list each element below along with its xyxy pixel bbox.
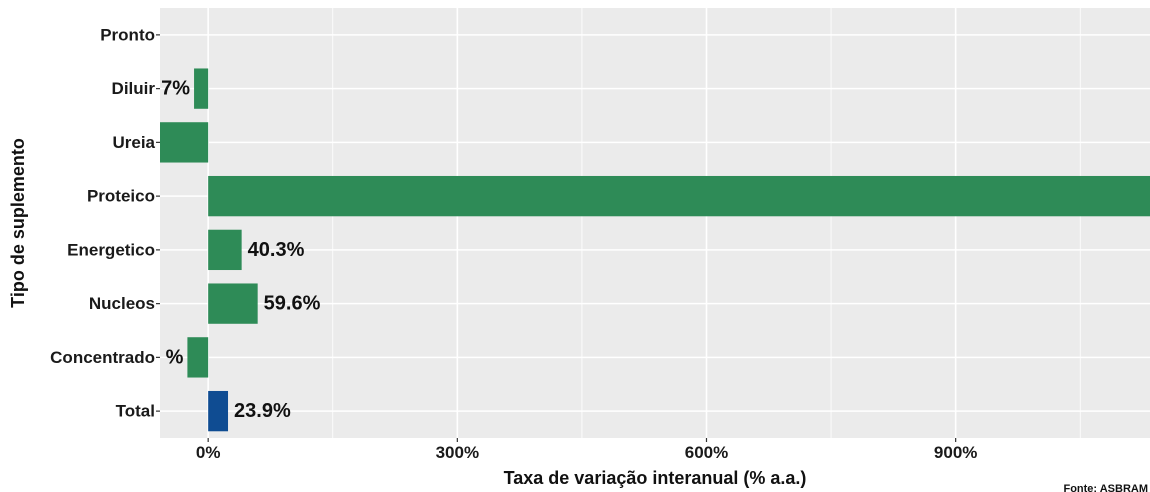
x-tick-label: 600% bbox=[685, 443, 728, 462]
data-label-concentrado: % bbox=[166, 346, 184, 368]
y-tick-label-proteico: Proteico bbox=[87, 187, 155, 206]
bars bbox=[160, 68, 1150, 432]
x-tick-label: 300% bbox=[436, 443, 479, 462]
y-tick-label-pronto: Pronto bbox=[100, 25, 155, 44]
y-tick-label-ureia: Ureia bbox=[112, 133, 155, 152]
bar-ureia bbox=[160, 122, 209, 163]
y-tick-label-concentrado: Concentrado bbox=[50, 348, 155, 367]
data-label-total: 23.9% bbox=[234, 400, 291, 422]
x-axis-title: Taxa de variação interanual (% a.a.) bbox=[504, 468, 807, 488]
bar-total bbox=[208, 390, 229, 432]
x-tick-label: 900% bbox=[934, 443, 977, 462]
bar-nucleos bbox=[208, 283, 258, 324]
y-tick-label-diluir: Diluir bbox=[112, 79, 156, 98]
data-label-energetico: 40.3% bbox=[248, 239, 305, 261]
y-axis-title: Tipo de suplemento bbox=[8, 138, 28, 308]
x-axis-ticks: 0% 300% 600% 900% bbox=[196, 438, 977, 462]
plot-panel bbox=[160, 8, 1150, 438]
bar-proteico bbox=[208, 175, 1150, 217]
data-labels: 7% 40.3% 59.6%% 23.9% bbox=[161, 78, 320, 423]
bar-diluir bbox=[194, 68, 209, 109]
y-tick-label-nucleos: Nucleos bbox=[89, 294, 155, 313]
y-axis-categories: Pronto Diluir Ureia Proteico Energetico Nucle… bbox=[50, 25, 160, 421]
x-tick-label: 0% bbox=[196, 443, 221, 462]
data-label-nucleos: 59.6% bbox=[264, 293, 321, 315]
bar-energetico bbox=[208, 229, 242, 271]
y-tick-label-total: Total bbox=[116, 402, 155, 421]
source-note: Fonte: ASBRAM bbox=[1063, 483, 1148, 492]
data-label-diluir: 7% bbox=[161, 78, 190, 100]
bar-concentrado bbox=[187, 337, 209, 378]
y-tick-label-energetico: Energetico bbox=[67, 240, 155, 259]
